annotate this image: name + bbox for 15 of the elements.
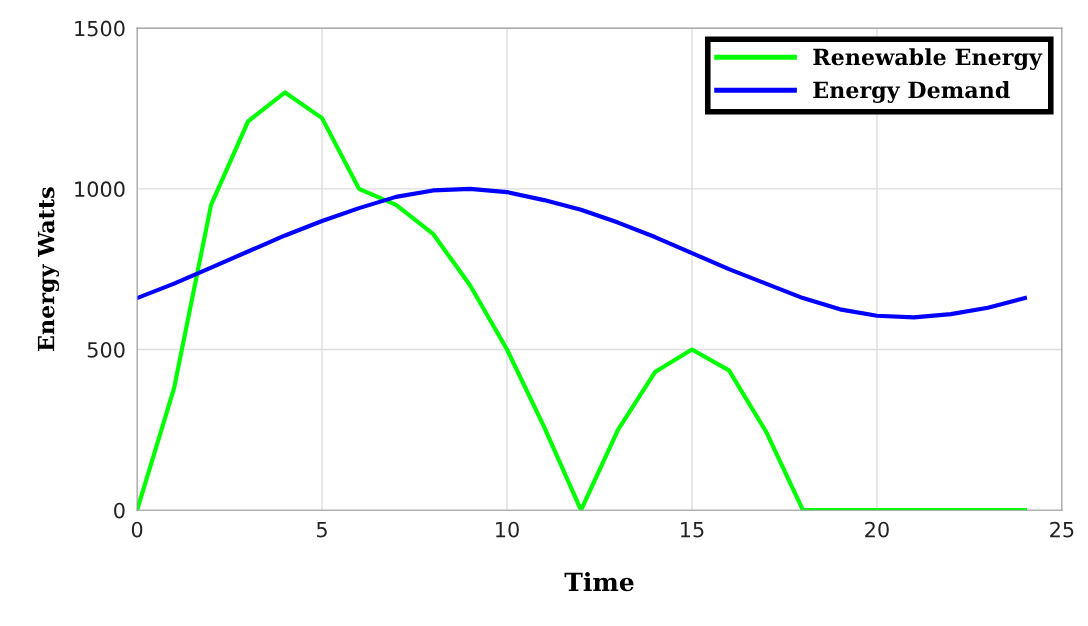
- legend-label: Renewable Energy: [813, 48, 1043, 70]
- x-tick-label: 0: [131, 521, 143, 538]
- x-tick-label: 20: [865, 521, 889, 538]
- legend-label: Energy Demand: [813, 81, 1010, 103]
- line-series: [137, 186, 1027, 320]
- x-tick-label: 25: [1050, 521, 1074, 538]
- y-axis-title: Energy Watts: [37, 187, 60, 351]
- y-tick-label: 1000: [75, 181, 125, 198]
- x-tick-label: 15: [681, 521, 704, 538]
- y-tick-label: 1500: [75, 20, 125, 37]
- x-axis-title: Time: [564, 572, 634, 592]
- x-tick-label: 10: [496, 521, 519, 538]
- x-tick-label: 5: [317, 521, 327, 538]
- y-tick-label: 0: [114, 502, 125, 519]
- y-tick-label: 500: [87, 341, 125, 358]
